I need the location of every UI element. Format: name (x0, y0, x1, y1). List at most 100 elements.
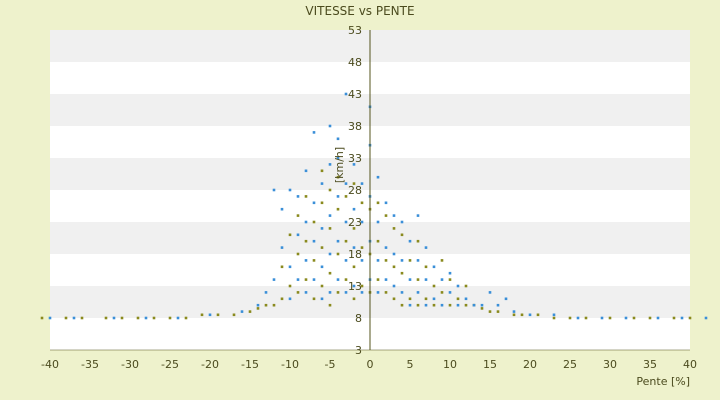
axes (50, 30, 690, 351)
data-point (344, 278, 348, 281)
data-point (280, 265, 284, 269)
data-point (680, 316, 684, 320)
data-point (312, 131, 316, 134)
data-point (392, 265, 396, 269)
data-point (216, 313, 220, 317)
data-point (304, 291, 308, 294)
data-point (208, 313, 212, 317)
data-point (256, 303, 260, 307)
data-point (432, 303, 436, 307)
data-point (504, 297, 508, 301)
data-point (408, 278, 412, 281)
x-tick-label: -40 (41, 358, 59, 371)
data-point (576, 316, 580, 320)
data-point (328, 124, 332, 128)
data-point (200, 313, 204, 317)
data-point (320, 169, 324, 173)
data-point (184, 316, 188, 320)
data-point (392, 227, 396, 230)
data-point (336, 291, 340, 294)
data-point (632, 316, 636, 320)
data-point (168, 316, 172, 320)
data-point (448, 271, 452, 275)
data-point (320, 182, 324, 185)
data-point (328, 227, 332, 230)
data-point (280, 297, 284, 301)
data-point (304, 220, 308, 224)
data-point (312, 239, 316, 243)
data-point (464, 303, 468, 307)
data-point (400, 291, 404, 294)
data-point (104, 316, 108, 320)
data-point (112, 316, 116, 320)
data-point (312, 220, 316, 224)
data-point (376, 291, 380, 294)
data-point (416, 214, 420, 217)
data-point (288, 265, 292, 269)
data-point (480, 303, 484, 307)
data-point (416, 259, 420, 262)
data-point (472, 303, 476, 307)
y-tick-label: 13 (348, 280, 362, 293)
data-point (288, 188, 292, 192)
y-tick-label: 33 (348, 152, 362, 165)
data-point (296, 278, 300, 281)
data-point (320, 297, 324, 301)
data-point (352, 182, 356, 185)
y-tick-label: 28 (348, 184, 362, 197)
data-point (272, 188, 276, 192)
data-point (320, 284, 324, 288)
data-point (176, 316, 180, 320)
data-point (416, 303, 420, 307)
data-point (408, 259, 412, 262)
data-point (512, 310, 516, 313)
data-point (288, 284, 292, 288)
y-tick-label: 53 (348, 24, 362, 37)
data-point (344, 182, 348, 185)
data-point (496, 310, 500, 313)
data-point (360, 182, 364, 185)
data-point (352, 163, 356, 166)
data-point (328, 163, 332, 166)
data-point (408, 297, 412, 301)
data-point (648, 316, 652, 320)
data-point (360, 220, 364, 224)
data-point (280, 246, 284, 249)
data-point (552, 316, 556, 320)
data-point (352, 297, 356, 301)
y-tick-label: 23 (348, 216, 362, 229)
x-tick-label: 10 (443, 358, 457, 371)
x-tick-label: -25 (161, 358, 179, 371)
data-point (352, 207, 356, 211)
y-tick-label: 3 (355, 344, 362, 357)
x-tick-label: -10 (281, 358, 299, 371)
data-point (344, 259, 348, 262)
data-point (264, 303, 268, 307)
x-tick-label: -5 (325, 358, 336, 371)
data-point (440, 259, 444, 262)
data-point (440, 278, 444, 281)
data-point (64, 316, 68, 320)
data-point (280, 207, 284, 211)
data-point (320, 265, 324, 269)
data-point (296, 291, 300, 294)
data-point (416, 239, 420, 243)
data-point (272, 303, 276, 307)
data-point (608, 316, 612, 320)
data-point (344, 239, 348, 243)
data-point (384, 214, 388, 217)
data-point (352, 246, 356, 249)
data-point (376, 239, 380, 243)
data-point (328, 271, 332, 275)
y-tick-label: 18 (348, 248, 362, 261)
chart-title: VITESSE vs PENTE (305, 4, 414, 18)
y-tick-label: 38 (348, 120, 362, 133)
data-point (336, 239, 340, 243)
y-tick-label: 48 (348, 56, 362, 69)
data-point (408, 239, 412, 243)
data-point (336, 156, 340, 160)
data-point (344, 92, 348, 96)
x-tick-label: 35 (643, 358, 657, 371)
data-point (328, 303, 332, 307)
data-point (456, 303, 460, 307)
